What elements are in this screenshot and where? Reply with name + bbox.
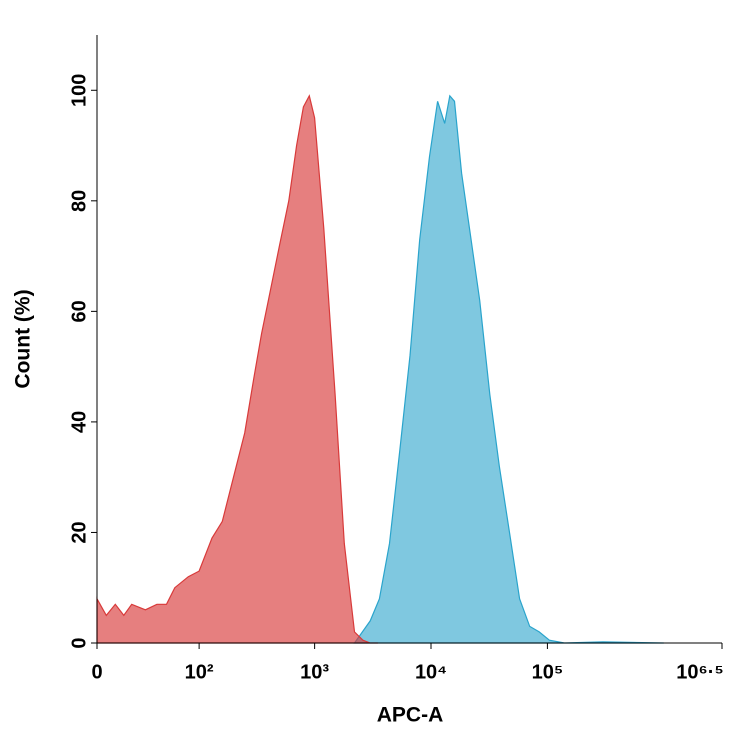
x-tick-label: 0 xyxy=(91,661,102,683)
y-tick-label: 20 xyxy=(68,521,90,543)
y-tick-label: 80 xyxy=(68,190,90,212)
histogram-area xyxy=(353,94,664,644)
x-tick-label: 10⁴ xyxy=(415,661,447,683)
x-tick-label: 10⁶·⁵ xyxy=(676,661,724,683)
y-axis-title: Count (%) xyxy=(12,289,35,388)
x-tick-label: 10⁵ xyxy=(532,661,564,683)
y-tick-label: 100 xyxy=(68,74,90,107)
x-tick-label: 10² xyxy=(185,661,214,683)
x-axis-title: APC-A xyxy=(377,704,444,727)
x-tick-label: 10³ xyxy=(300,661,329,683)
y-tick-label: 60 xyxy=(68,300,90,322)
y-tick-label: 0 xyxy=(68,637,90,648)
y-tick-label: 40 xyxy=(68,411,90,433)
histogram-area xyxy=(96,94,378,644)
